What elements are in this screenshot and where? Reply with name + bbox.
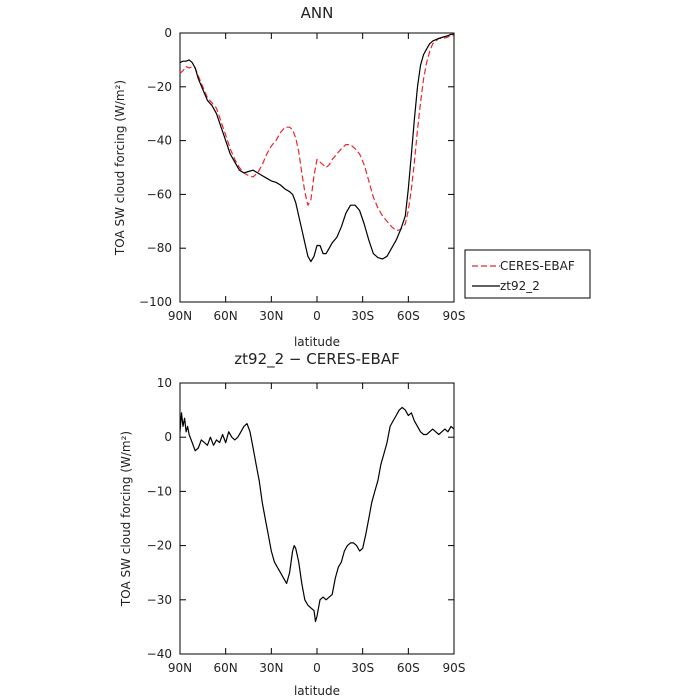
top-chart-title: ANN xyxy=(301,4,334,22)
top-panel: ANN 0−20−40−60−80−100 90N 60N 30N 0 30S 60S 90… xyxy=(113,4,465,349)
legend-label-ceres: CERES-EBAF xyxy=(500,259,575,273)
x-tick-label: 90N xyxy=(168,661,192,675)
y-tick-label: −40 xyxy=(147,134,172,148)
y-tick-label: −20 xyxy=(147,80,172,94)
top-y-axis-label: TOA SW cloud forcing (W/m²) xyxy=(113,80,127,256)
legend: CERES-EBAF zt92_2 xyxy=(464,249,591,299)
x-tick-label: 60N xyxy=(214,661,238,675)
y-tick-label: 0 xyxy=(164,430,172,444)
y-tick-label: 10 xyxy=(157,376,172,390)
top-y-ticks: 0 −20 −40 −60 −80 −100 xyxy=(139,26,454,309)
x-tick-label: 90S xyxy=(443,661,466,675)
x-tick-label: 60S xyxy=(397,309,420,323)
top-x-axis-label: latitude xyxy=(294,335,340,349)
x-tick-label: 90S xyxy=(443,309,466,323)
y-tick-label: −40 xyxy=(147,647,172,661)
series-line-difference xyxy=(179,406,455,623)
y-tick-label: 0 xyxy=(164,26,172,40)
series-line-zt92-2 xyxy=(179,33,454,263)
bottom-series xyxy=(179,406,455,623)
bottom-y-ticks: 10 0 −10 −20 −30 −40 xyxy=(147,376,454,661)
bottom-y-axis-label: TOA SW cloud forcing (W/m²) xyxy=(119,431,133,607)
bottom-chart-title: zt92_2 − CERES-EBAF xyxy=(234,350,399,369)
bottom-x-ticks: 90N 60N 30N 0 30S 60S 90S xyxy=(168,383,466,675)
y-tick-label: −80 xyxy=(147,241,172,255)
y-tick-label: −60 xyxy=(147,187,172,201)
top-x-ticks: 90N 60N 30N 0 30S 60S 90S xyxy=(168,33,466,323)
y-tick-label: −20 xyxy=(147,539,172,553)
legend-box xyxy=(464,249,591,299)
x-tick-label: 30S xyxy=(351,661,374,675)
x-tick-label: 0 xyxy=(313,661,321,675)
x-tick-label: 0 xyxy=(313,309,321,323)
x-tick-label: 30S xyxy=(351,309,374,323)
x-tick-label: 60N xyxy=(214,309,238,323)
series-line-ceres-ebaf xyxy=(179,35,454,232)
y-tick-label: −10 xyxy=(147,484,172,498)
bottom-panel: zt92_2 − CERES-EBAF 10 0 −10 −20 −30 −40 90N 6… xyxy=(119,350,465,698)
x-tick-label: 90N xyxy=(168,309,192,323)
x-tick-label: 60S xyxy=(397,661,420,675)
top-plot-frame xyxy=(179,32,455,303)
y-tick-label: −100 xyxy=(139,295,172,309)
y-tick-label: −30 xyxy=(147,593,172,607)
x-tick-label: 30N xyxy=(259,661,283,675)
top-series xyxy=(179,33,454,263)
legend-label-zt92: zt92_2 xyxy=(500,279,540,293)
bottom-x-axis-label: latitude xyxy=(294,684,340,698)
x-tick-label: 30N xyxy=(259,309,283,323)
